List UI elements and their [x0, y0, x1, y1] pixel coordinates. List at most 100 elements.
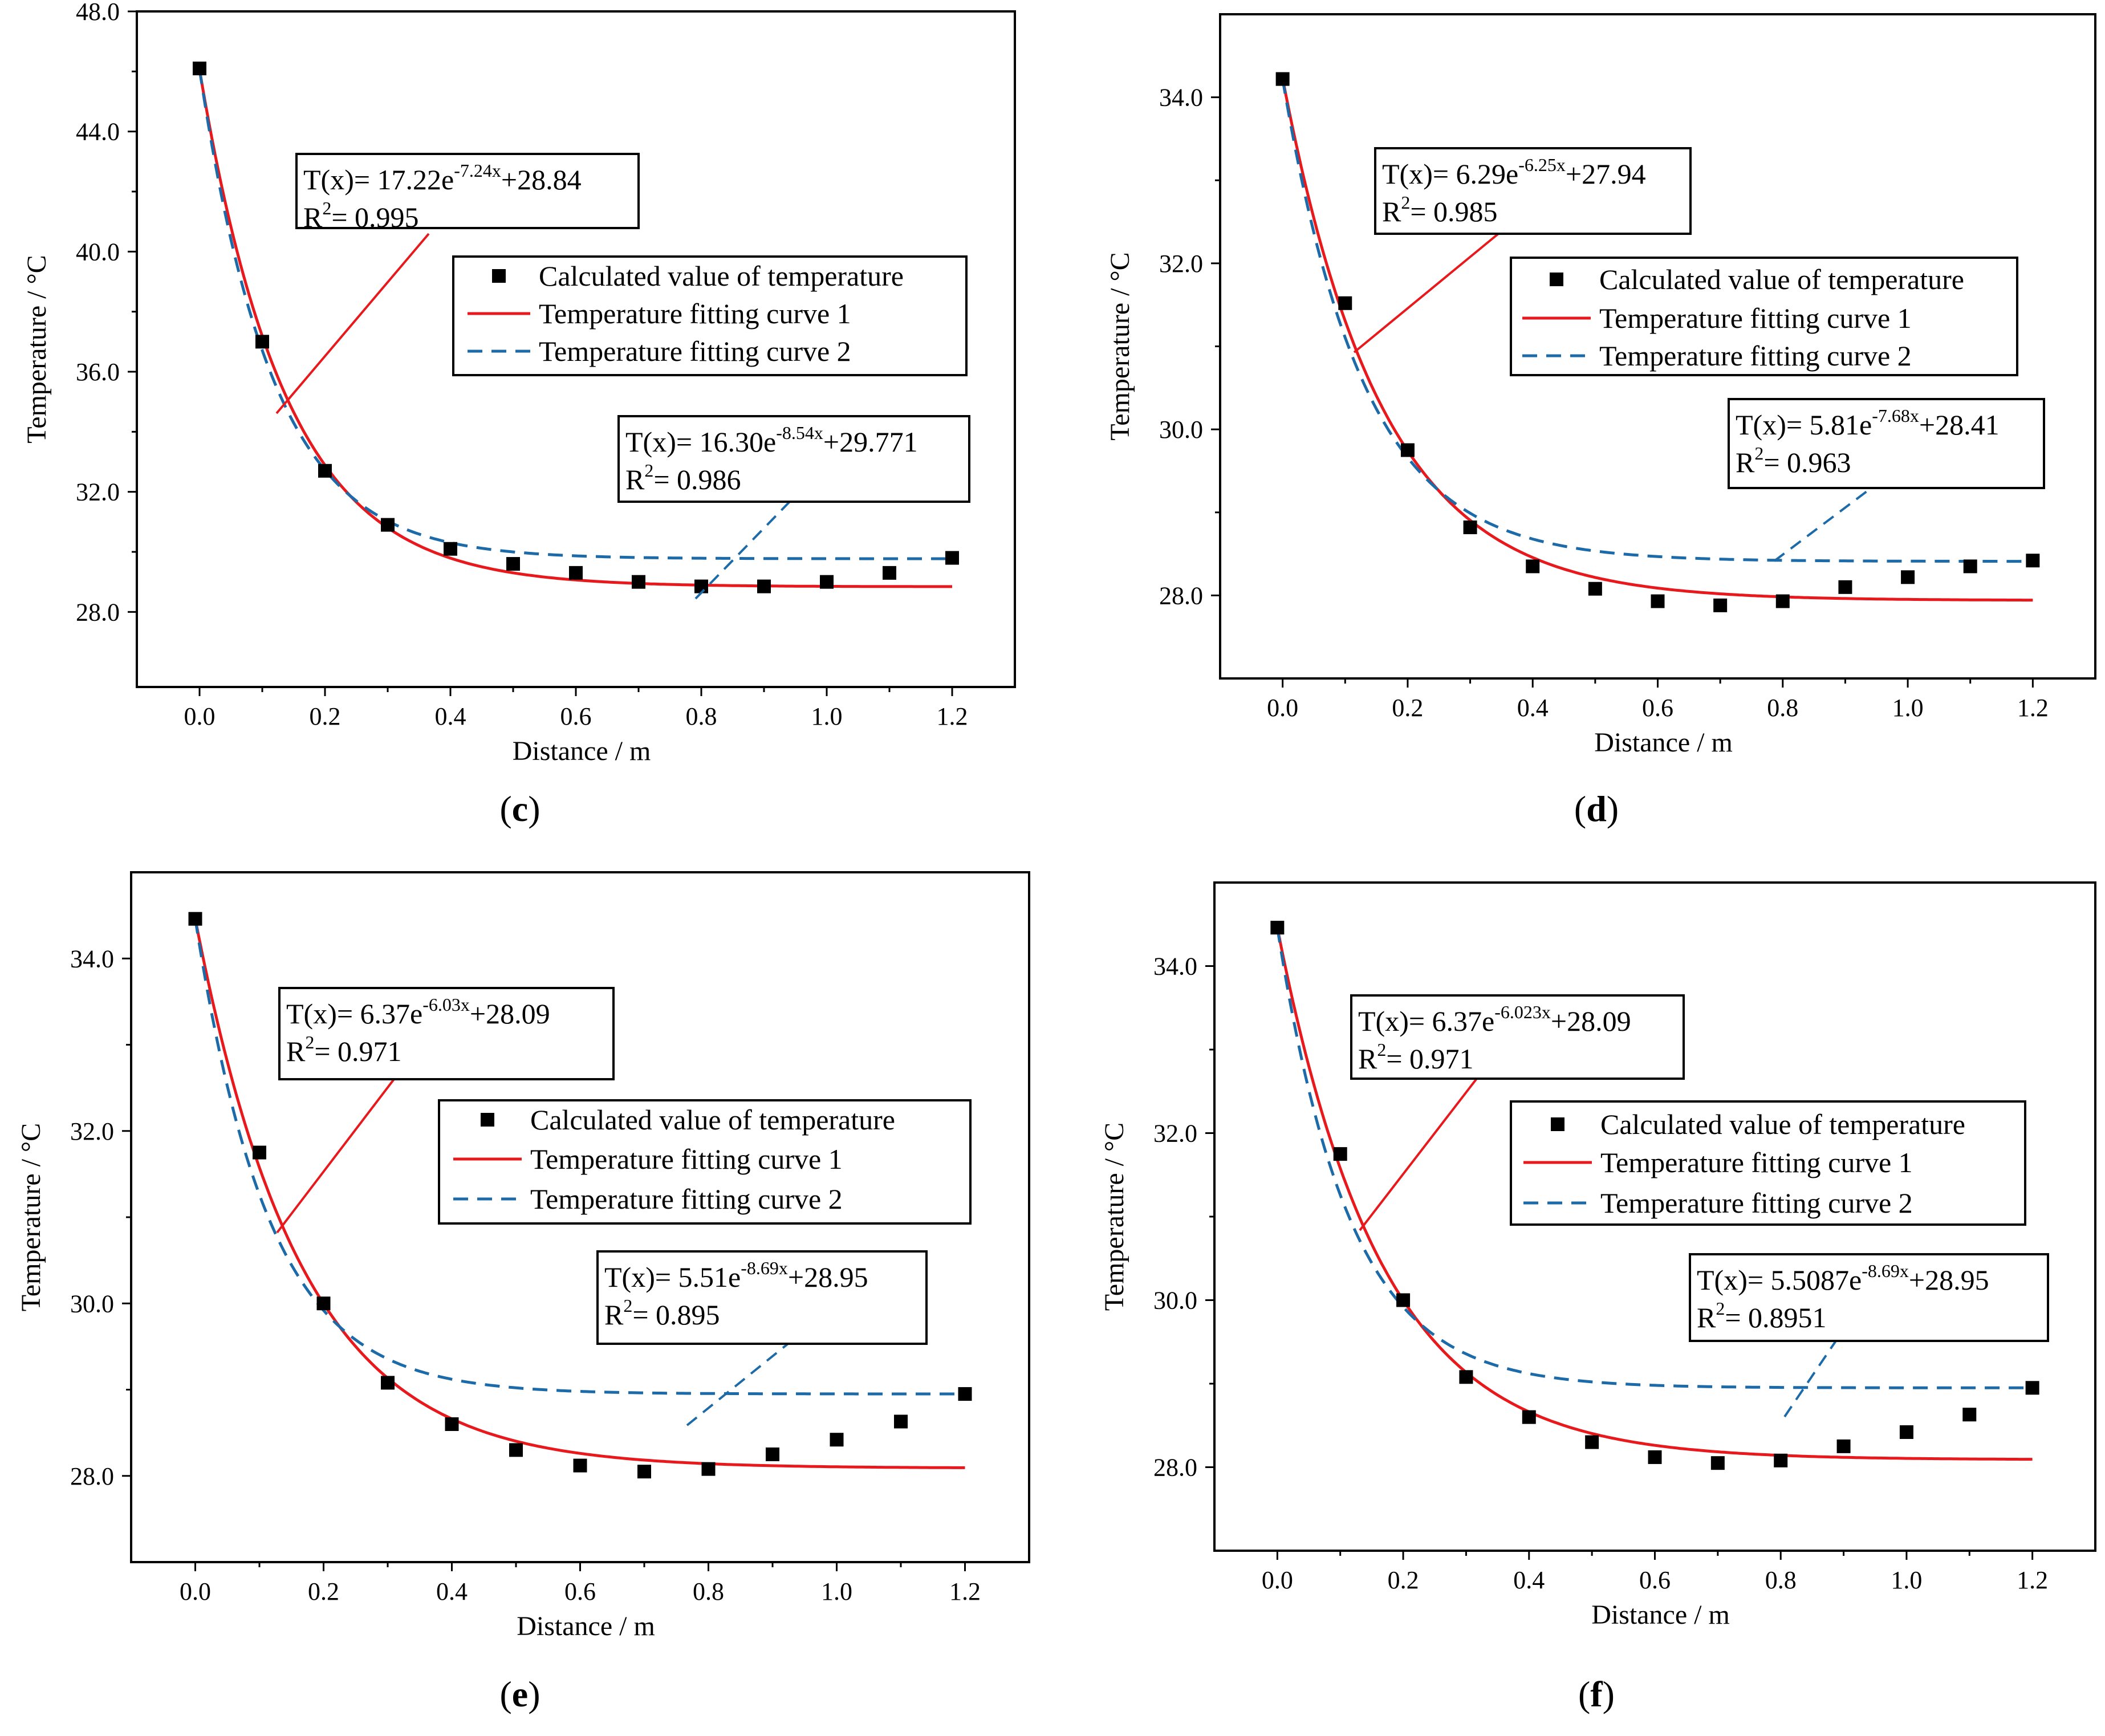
data-point — [958, 1387, 972, 1401]
x-tick-label: 0.0 — [180, 1578, 211, 1605]
y-tick-label: 40.0 — [76, 238, 120, 266]
data-point — [637, 1465, 651, 1479]
equation-2-r2: R2= 0.895 — [604, 1295, 720, 1331]
data-point — [1713, 598, 1728, 612]
data-point — [1396, 1293, 1411, 1307]
data-point — [632, 575, 645, 589]
data-point — [1838, 580, 1852, 594]
leader-line-1 — [275, 233, 430, 414]
data-point — [506, 557, 520, 571]
data-point — [1901, 570, 1915, 584]
data-point — [193, 62, 206, 76]
equation-2-formula: T(x)= 5.51e-8.69x+28.95 — [604, 1258, 868, 1293]
equation-2-r2: R2= 0.963 — [1736, 443, 1851, 478]
equation-1-constant: +28.09 — [1551, 1005, 1631, 1037]
panel-label: (e) — [499, 1674, 540, 1714]
equation-1-prefix: T(x)= 6.37e — [286, 998, 422, 1030]
equation-1-r2-value: = 0.985 — [1410, 196, 1497, 227]
y-tick-label: 28.0 — [1153, 1454, 1197, 1482]
y-tick-label: 32.0 — [1153, 1120, 1197, 1148]
x-axis-label: Distance / m — [513, 736, 651, 766]
equation-2-r2-exponent: 2 — [644, 460, 653, 481]
y-tick-label: 28.0 — [70, 1462, 114, 1490]
x-axis-label: Distance / m — [1591, 1600, 1730, 1630]
legend-label-fit1: Temperature fitting curve 1 — [1600, 1147, 1913, 1178]
equation-2-prefix: T(x)= 5.81e — [1736, 409, 1872, 441]
x-tick-label: 0.2 — [1392, 694, 1423, 722]
equation-1-constant: +28.09 — [470, 998, 550, 1030]
y-tick-label: 36.0 — [76, 358, 120, 386]
x-tick-label: 0.2 — [308, 1578, 339, 1605]
leader-line-1 — [1353, 233, 1499, 353]
equation-1-r2-exponent: 2 — [305, 1032, 314, 1052]
equation-1-r2-symbol: R — [1358, 1043, 1377, 1075]
y-tick-label: 32.0 — [76, 478, 120, 506]
legend-box — [438, 1099, 972, 1225]
legend-label-points: Calculated value of temperature — [1600, 1108, 1965, 1140]
chart-panel-f: 0.0 0.2 0.4 0.6 0.8 1.0 1.2 28.0 30.0 32.0 34.0 Dis… — [1099, 881, 2096, 1714]
legend-box — [452, 255, 968, 376]
legend-label-fit2: Temperature fitting curve 2 — [539, 335, 851, 367]
legend-box — [1510, 257, 2018, 376]
leader-line-2 — [694, 501, 791, 600]
equation-1-box — [1374, 147, 1692, 235]
data-point — [318, 464, 332, 478]
equation-1-exponent: -6.023x — [1494, 1002, 1551, 1022]
legend-marker-points — [492, 269, 506, 283]
y-tick-label: 28.0 — [1159, 582, 1203, 609]
equation-1-r2: R2= 0.985 — [1382, 192, 1498, 227]
data-point — [1588, 582, 1602, 596]
x-tick-label: 0.4 — [436, 1578, 468, 1605]
data-point — [188, 912, 202, 926]
equation-1-formula: T(x)= 6.37e-6.03x+28.09 — [286, 994, 550, 1030]
data-point — [883, 566, 896, 580]
equation-1-r2-symbol: R — [303, 201, 323, 233]
data-point — [757, 579, 771, 593]
data-point — [1775, 594, 1790, 608]
equation-1-box — [1350, 994, 1685, 1080]
data-point — [2026, 554, 2040, 568]
panel-label: (f) — [1578, 1674, 1615, 1714]
x-tick-label: 1.2 — [2017, 694, 2049, 722]
chart-panel-c: 0.0 0.2 0.4 0.6 0.8 1.0 1.2 28.0 32.0 36.0 40.0 44.… — [22, 0, 1016, 829]
equation-1-constant: +27.94 — [1566, 158, 1646, 190]
legend-marker-points — [1551, 1117, 1564, 1131]
y-tick-label: 44.0 — [76, 118, 120, 146]
legend-label-fit1: Temperature fitting curve 1 — [530, 1143, 843, 1175]
data-point — [1651, 594, 1665, 608]
leader-line-1 — [1359, 1078, 1478, 1231]
legend-label-fit1: Temperature fitting curve 1 — [539, 298, 851, 330]
y-axis-label: Temperature / °C — [22, 255, 52, 443]
panel-label-close: ) — [1603, 1674, 1615, 1714]
y-tick-label: 30.0 — [1159, 416, 1203, 444]
panel-label-close: ) — [528, 788, 540, 829]
equation-1-formula: T(x)= 6.37e-6.023x+28.09 — [1358, 1002, 1631, 1037]
data-point — [945, 551, 959, 565]
panel-label-open: ( — [1574, 788, 1586, 829]
leader-line-1 — [276, 1078, 395, 1234]
panel-label-open: ( — [499, 1674, 511, 1714]
equation-1-r2-exponent: 2 — [1377, 1039, 1386, 1060]
data-point — [1774, 1453, 1788, 1467]
data-point — [573, 1458, 587, 1473]
data-point — [1585, 1435, 1599, 1449]
equation-2-r2-symbol: R — [604, 1299, 624, 1331]
equation-1-box — [278, 987, 615, 1080]
equation-2-r2-value: = 0.895 — [632, 1299, 720, 1331]
equation-1-exponent: -6.25x — [1518, 155, 1566, 175]
data-point — [694, 579, 708, 593]
y-tick-label: 32.0 — [1159, 250, 1203, 278]
fit-curve-2 — [1281, 79, 2033, 563]
equation-1-box — [295, 153, 640, 229]
panel-label-close: ) — [528, 1674, 540, 1714]
x-tick-label: 0.8 — [1765, 1566, 1797, 1594]
x-tick-label: 0.8 — [1767, 694, 1798, 722]
equation-2-r2-exponent: 2 — [1716, 1298, 1725, 1319]
equation-1-r2: R2= 0.971 — [286, 1032, 402, 1067]
panel-label-letter: f — [1590, 1674, 1603, 1714]
panel-label-letter: d — [1586, 788, 1607, 829]
x-tick-label: 0.8 — [693, 1578, 724, 1605]
data-point — [1962, 1408, 1977, 1422]
legend-label-fit2: Temperature fitting curve 2 — [530, 1183, 843, 1215]
legend-box — [1510, 1100, 2026, 1226]
